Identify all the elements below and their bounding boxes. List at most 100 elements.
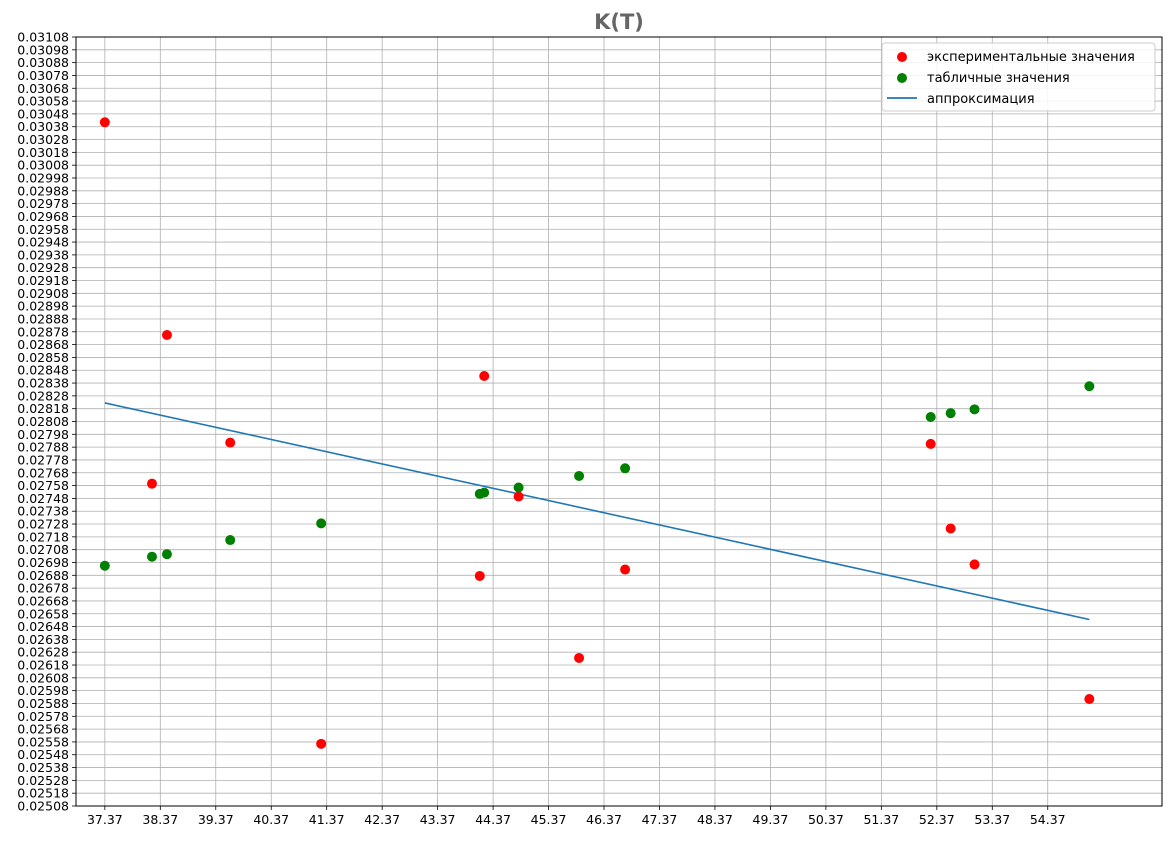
y-tick-label: 0.02778 bbox=[17, 452, 69, 467]
y-tick-label: 0.02588 bbox=[17, 696, 69, 711]
y-tick-label: 0.03028 bbox=[17, 132, 69, 147]
legend-label-tabular: табличные значения bbox=[927, 71, 1070, 86]
y-tick-label: 0.02688 bbox=[17, 568, 69, 583]
tabular-point bbox=[945, 408, 956, 419]
legend-label-approximation: аппроксимация bbox=[927, 92, 1035, 107]
tabular-point bbox=[513, 482, 524, 493]
y-tick-label: 0.02598 bbox=[17, 683, 69, 698]
experimental-point bbox=[945, 523, 956, 534]
y-tick-label: 0.02788 bbox=[17, 440, 69, 455]
y-tick-label: 0.02528 bbox=[17, 773, 69, 788]
approximation-line bbox=[104, 402, 1090, 621]
x-tick-label: 40.37 bbox=[253, 812, 289, 827]
y-tick-label: 0.03108 bbox=[17, 30, 69, 45]
y-tick-label: 0.03038 bbox=[17, 119, 69, 134]
x-tick-label: 37.37 bbox=[87, 812, 123, 827]
y-tick-label: 0.02768 bbox=[17, 465, 69, 480]
y-tick-label: 0.02538 bbox=[17, 760, 69, 775]
experimental-point bbox=[474, 570, 485, 581]
y-tick-label: 0.02518 bbox=[17, 786, 69, 801]
legend-label-experimental: экспериментальные значения bbox=[927, 50, 1135, 65]
y-tick-label: 0.02958 bbox=[17, 222, 69, 237]
y-tick-label: 0.02988 bbox=[17, 183, 69, 198]
y-tick-label: 0.02908 bbox=[17, 286, 69, 301]
x-tick-label: 46.37 bbox=[586, 812, 622, 827]
x-tick-label: 39.37 bbox=[198, 812, 234, 827]
y-tick-label: 0.02838 bbox=[17, 376, 69, 391]
y-tick-label: 0.02728 bbox=[17, 517, 69, 532]
y-tick-label: 0.02918 bbox=[17, 273, 69, 288]
y-tick-label: 0.02618 bbox=[17, 658, 69, 673]
y-tick-label: 0.02898 bbox=[17, 299, 69, 314]
y-tick-label: 0.03018 bbox=[17, 145, 69, 160]
x-tick-label: 48.37 bbox=[697, 812, 733, 827]
tabular-point bbox=[574, 470, 585, 481]
x-tick-label: 54.37 bbox=[1030, 812, 1066, 827]
y-tick-label: 0.02738 bbox=[17, 504, 69, 519]
experimental-point bbox=[146, 478, 157, 489]
x-tick-label: 45.37 bbox=[531, 812, 567, 827]
x-tick-label: 42.37 bbox=[364, 812, 400, 827]
y-tick-label: 0.02578 bbox=[17, 709, 69, 724]
y-tick-label: 0.02548 bbox=[17, 747, 69, 762]
y-tick-label: 0.02948 bbox=[17, 235, 69, 250]
y-tick-label: 0.03078 bbox=[17, 68, 69, 83]
y-tick-label: 0.02888 bbox=[17, 311, 69, 326]
tabular-point bbox=[1084, 381, 1095, 392]
tabular-point bbox=[99, 560, 110, 571]
x-tick-label: 53.37 bbox=[974, 812, 1010, 827]
experimental-point bbox=[574, 652, 585, 663]
y-tick-label: 0.03068 bbox=[17, 81, 69, 96]
y-tick-label: 0.02558 bbox=[17, 734, 69, 749]
y-tick-label: 0.03098 bbox=[17, 42, 69, 57]
y-tick-label: 0.03088 bbox=[17, 55, 69, 70]
y-tick-label: 0.02698 bbox=[17, 555, 69, 570]
x-tick-label: 38.37 bbox=[142, 812, 178, 827]
y-tick-label: 0.03048 bbox=[17, 106, 69, 121]
chart-title: K(T) bbox=[594, 10, 644, 34]
x-tick-label: 51.37 bbox=[863, 812, 899, 827]
x-tick-label: 44.37 bbox=[475, 812, 511, 827]
y-tick-label: 0.02828 bbox=[17, 388, 69, 403]
approximation-line-layer bbox=[104, 402, 1090, 621]
legend: экспериментальные значения табличные зна… bbox=[881, 42, 1156, 112]
y-tick-label: 0.02708 bbox=[17, 542, 69, 557]
y-tick-label: 0.02508 bbox=[17, 799, 69, 814]
y-axis-ticks: 0.025080.025180.025280.025380.025480.025… bbox=[17, 30, 76, 814]
experimental-point bbox=[225, 437, 236, 448]
x-tick-label: 47.37 bbox=[642, 812, 678, 827]
tabular-point bbox=[479, 487, 490, 498]
x-tick-label: 50.37 bbox=[808, 812, 844, 827]
y-tick-label: 0.02658 bbox=[17, 606, 69, 621]
experimental-point bbox=[161, 329, 172, 340]
x-tick-label: 41.37 bbox=[309, 812, 345, 827]
scatter-points-layer bbox=[99, 117, 1095, 749]
x-tick-label: 43.37 bbox=[420, 812, 456, 827]
y-tick-label: 0.02878 bbox=[17, 324, 69, 339]
y-tick-label: 0.02758 bbox=[17, 478, 69, 493]
tabular-point bbox=[969, 404, 980, 415]
experimental-point bbox=[316, 738, 327, 749]
tabular-point bbox=[225, 535, 236, 546]
experimental-point bbox=[1084, 693, 1095, 704]
y-tick-label: 0.02718 bbox=[17, 529, 69, 544]
tabular-point bbox=[146, 551, 157, 562]
y-tick-label: 0.02868 bbox=[17, 337, 69, 352]
tabular-point bbox=[161, 549, 172, 560]
grid bbox=[76, 36, 1162, 807]
y-tick-label: 0.02628 bbox=[17, 645, 69, 660]
experimental-point bbox=[969, 559, 980, 570]
y-tick-label: 0.02678 bbox=[17, 581, 69, 596]
y-tick-label: 0.02638 bbox=[17, 632, 69, 647]
experimental-point bbox=[620, 564, 631, 575]
x-tick-label: 52.37 bbox=[919, 812, 955, 827]
y-tick-label: 0.02798 bbox=[17, 427, 69, 442]
legend-box bbox=[881, 42, 1156, 112]
tabular-point bbox=[620, 463, 631, 474]
experimental-point bbox=[925, 438, 936, 449]
legend-marker-tabular bbox=[897, 73, 907, 83]
y-tick-label: 0.02568 bbox=[17, 722, 69, 737]
x-axis-ticks: 37.37 38.37 39.37 40.37 41.37 42.37 43.37 44.37… bbox=[87, 806, 1066, 827]
y-tick-label: 0.02858 bbox=[17, 350, 69, 365]
